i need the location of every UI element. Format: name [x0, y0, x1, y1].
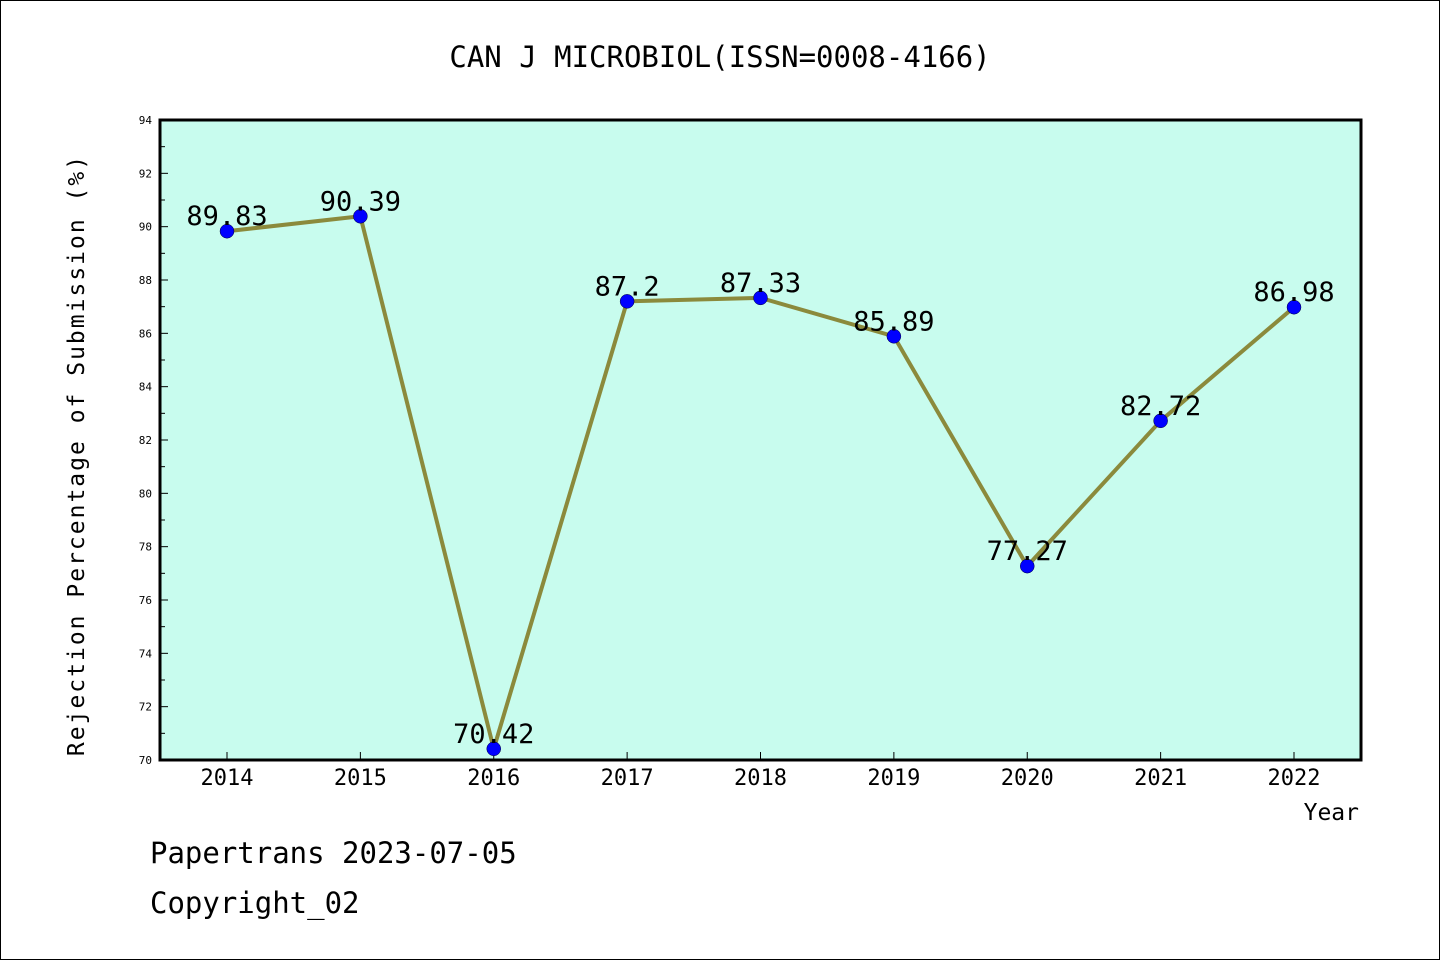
data-point — [1020, 558, 1035, 574]
y-tick-label: 90 — [139, 221, 152, 234]
y-tick-label: 78 — [139, 541, 152, 554]
data-label: 87.2 — [595, 271, 660, 302]
series-layer: 89.83 90.39 70.42 87.2 87.33 85.89 77.27 82.72 8… — [186, 186, 1335, 757]
data-label: 77.27 — [987, 536, 1068, 567]
x-axis: 2014 2015 2016 2017 2018 2019 2020 2021 2022 — [201, 752, 1321, 791]
y-tick-label: 88 — [139, 274, 152, 287]
data-point — [1286, 299, 1302, 315]
x-tick-label: 2016 — [467, 766, 520, 791]
x-tick-label: 2017 — [601, 766, 654, 791]
data-label: 87.33 — [720, 268, 801, 299]
y-tick-label: 80 — [139, 487, 152, 500]
x-tick-label: 2018 — [734, 766, 787, 791]
y-axis-label: Rejection Percentage of Submission (%) — [64, 154, 90, 756]
y-tick-label: 92 — [139, 167, 152, 180]
x-tick-label: 2021 — [1134, 766, 1187, 791]
footer-copyright: Copyright_02 — [150, 886, 360, 920]
data-point — [486, 741, 501, 757]
x-axis-label: Year — [1304, 800, 1359, 826]
x-tick-label: 2014 — [201, 766, 254, 791]
y-tick-label: 94 — [139, 114, 153, 127]
x-tick-label: 2015 — [334, 766, 387, 791]
chart-title: CAN J MICROBIOL(ISSN=0008-4166) — [449, 40, 990, 74]
data-point — [886, 329, 902, 344]
footer-date: Papertrans 2023-07-05 — [150, 836, 517, 870]
y-tick-label: 70 — [139, 754, 152, 767]
y-tick-label: 72 — [139, 701, 152, 714]
y-tick-label: 74 — [139, 647, 153, 660]
x-tick-label: 2020 — [1001, 766, 1054, 791]
y-tick-label: 76 — [139, 594, 152, 607]
data-label: 89.83 — [186, 201, 267, 232]
x-tick-label: 2022 — [1268, 766, 1321, 791]
plot-area — [158, 118, 1363, 762]
data-point — [219, 223, 235, 239]
y-tick-label: 86 — [139, 327, 152, 340]
data-point — [1153, 413, 1168, 429]
y-tick-label: 84 — [139, 381, 153, 394]
data-label: 86.98 — [1253, 277, 1334, 308]
data-label: 90.39 — [320, 186, 401, 217]
data-point — [619, 294, 635, 309]
data-label: 82.72 — [1120, 391, 1201, 422]
data-point — [353, 209, 368, 224]
data-label: 85.89 — [853, 306, 934, 337]
x-tick-label: 2019 — [867, 766, 920, 791]
y-axis: 70 72 74 76 78 80 82 84 86 88 90 92 94 — [139, 114, 168, 767]
y-tick-label: 82 — [139, 434, 152, 447]
data-point — [753, 290, 768, 306]
data-label: 70.42 — [453, 719, 534, 750]
